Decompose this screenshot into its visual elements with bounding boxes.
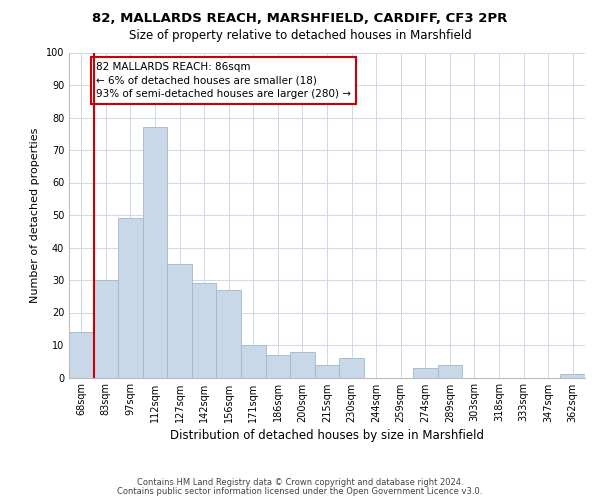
Bar — [266, 355, 290, 378]
Bar — [339, 358, 364, 378]
Text: Contains public sector information licensed under the Open Government Licence v3: Contains public sector information licen… — [118, 487, 482, 496]
Y-axis label: Number of detached properties: Number of detached properties — [30, 128, 40, 302]
Bar — [69, 332, 94, 378]
Bar — [560, 374, 585, 378]
Bar — [217, 290, 241, 378]
Bar — [241, 345, 266, 378]
Bar — [143, 127, 167, 378]
Bar — [315, 364, 339, 378]
Bar — [94, 280, 118, 378]
Text: 82, MALLARDS REACH, MARSHFIELD, CARDIFF, CF3 2PR: 82, MALLARDS REACH, MARSHFIELD, CARDIFF,… — [92, 12, 508, 26]
Bar — [192, 283, 217, 378]
Text: Size of property relative to detached houses in Marshfield: Size of property relative to detached ho… — [128, 29, 472, 42]
Bar — [413, 368, 437, 378]
Bar — [437, 364, 462, 378]
Bar — [290, 352, 315, 378]
X-axis label: Distribution of detached houses by size in Marshfield: Distribution of detached houses by size … — [170, 428, 484, 442]
Text: Contains HM Land Registry data © Crown copyright and database right 2024.: Contains HM Land Registry data © Crown c… — [137, 478, 463, 487]
Text: 82 MALLARDS REACH: 86sqm
← 6% of detached houses are smaller (18)
93% of semi-de: 82 MALLARDS REACH: 86sqm ← 6% of detache… — [96, 62, 351, 98]
Bar — [118, 218, 143, 378]
Bar — [167, 264, 192, 378]
